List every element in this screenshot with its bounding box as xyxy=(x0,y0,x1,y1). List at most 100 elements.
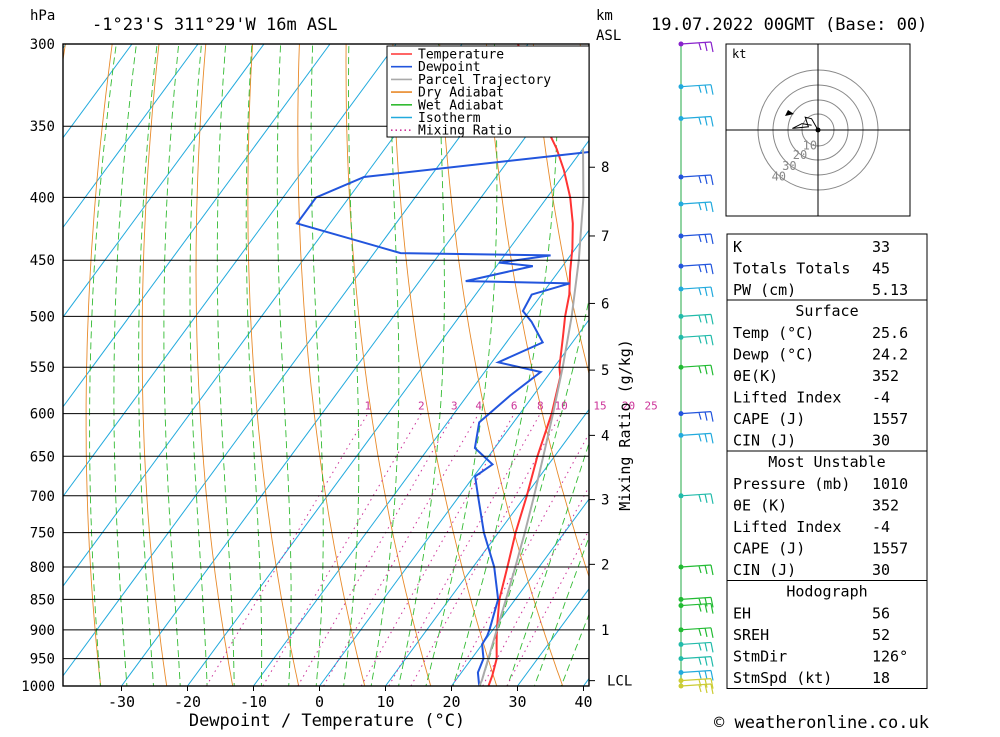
x-tick-label: 30 xyxy=(508,693,526,711)
height-tick-label: 1 xyxy=(601,623,609,639)
x-tick-label: 0 xyxy=(315,693,324,711)
wind-barb xyxy=(681,234,713,244)
wind-barb xyxy=(681,314,713,324)
hodograph-unit-label: kt xyxy=(732,47,746,61)
x-tick-label: -10 xyxy=(240,693,267,711)
pressure-tick-label: 300 xyxy=(30,37,55,53)
hodograph-section-row-value: 52 xyxy=(872,626,890,644)
most-unstable-section-row-value: 1557 xyxy=(872,540,908,558)
wind-barb xyxy=(681,657,713,667)
wind-barb xyxy=(681,287,713,297)
pressure-tick-label: 1000 xyxy=(21,679,55,695)
wind-barb xyxy=(681,335,713,345)
wind-barb xyxy=(681,604,713,614)
mixing-ratio-label: 15 xyxy=(593,400,606,413)
most-unstable-section-row-label: Pressure (mb) xyxy=(733,475,850,493)
surface-section-row-value: 30 xyxy=(872,432,890,450)
datetime-title: 19.07.2022 00GMT (Base: 00) xyxy=(651,15,927,35)
mixing-ratio-label: 10 xyxy=(554,400,567,413)
hodograph-section-row-label: EH xyxy=(733,605,751,623)
x-axis-title: Dewpoint / Temperature (°C) xyxy=(189,711,465,731)
height-tick-label: 8 xyxy=(601,160,609,176)
height-unit-label: km xyxy=(596,8,613,24)
pressure-tick-label: 950 xyxy=(30,652,55,668)
location-title: -1°23'S 311°29'W 16m ASL xyxy=(92,15,338,35)
surface-section-row-value: 352 xyxy=(872,367,899,385)
most-unstable-section-title: Most Unstable xyxy=(768,453,885,471)
surface-section-title: Surface xyxy=(795,302,858,320)
pressure-tick-label: 550 xyxy=(30,360,55,376)
most-unstable-section-row-value: 30 xyxy=(872,561,890,579)
dry-adiabat-line xyxy=(943,7,1000,712)
wind-barb xyxy=(681,202,713,212)
wind-barb xyxy=(681,433,713,443)
surface-section-row-value: 1557 xyxy=(872,410,908,428)
hodograph-origin xyxy=(816,128,821,133)
most-unstable-section-row-label: CAPE (J) xyxy=(733,540,805,558)
surface-section-row-label: Lifted Index xyxy=(733,389,841,407)
hodograph-ring-label: 40 xyxy=(772,169,786,183)
pressure-tick-label: 600 xyxy=(30,407,55,423)
legend-label: Mixing Ratio xyxy=(418,124,512,139)
wind-barb xyxy=(681,85,713,95)
mixing-ratio-label: 4 xyxy=(475,400,482,413)
mixing-ratio-axis-title: Mixing Ratio (g/kg) xyxy=(616,339,634,511)
copyright-label: © weatheronline.co.uk xyxy=(714,713,929,733)
most-unstable-section-row-value: -4 xyxy=(872,518,890,536)
pressure-tick-label: 350 xyxy=(30,119,55,135)
x-tick-label: -20 xyxy=(174,693,201,711)
wind-barb xyxy=(681,365,713,375)
surface-section-row-label: CIN (J) xyxy=(733,432,796,450)
pressure-tick-label: 400 xyxy=(30,190,55,206)
pressure-unit-label: hPa xyxy=(30,8,55,24)
wind-barb xyxy=(681,175,713,185)
x-tick-label: 10 xyxy=(376,693,394,711)
height-unit-asl: ASL xyxy=(596,28,621,44)
hodograph-section-row-label: StmDir xyxy=(733,648,787,666)
surface-section-row-value: -4 xyxy=(872,389,890,407)
wind-barb xyxy=(681,628,713,638)
height-tick-label: 3 xyxy=(601,493,609,509)
mixing-ratio-label: 3 xyxy=(451,400,458,413)
height-tick-label: 2 xyxy=(601,557,609,573)
pressure-tick-label: 850 xyxy=(30,592,55,608)
pressure-tick-label: 650 xyxy=(30,449,55,465)
general-index-label: Totals Totals xyxy=(733,260,850,278)
general-index-value: 5.13 xyxy=(872,281,908,299)
wind-barb xyxy=(681,642,713,652)
wind-barb xyxy=(681,412,713,422)
surface-section-row-value: 25.6 xyxy=(872,324,908,342)
surface-section-row-label: θE(K) xyxy=(733,367,778,385)
hodograph-section-row-value: 56 xyxy=(872,605,890,623)
lcl-label: LCL xyxy=(607,674,632,690)
most-unstable-section-row-value: 352 xyxy=(872,497,899,515)
wind-barb xyxy=(681,565,713,575)
surface-section-row-value: 24.2 xyxy=(872,346,908,364)
x-tick-label: 40 xyxy=(574,693,592,711)
most-unstable-section-row-label: CIN (J) xyxy=(733,561,796,579)
height-tick-label: 5 xyxy=(601,363,609,379)
x-tick-label: -30 xyxy=(108,693,135,711)
mixing-ratio-label: 8 xyxy=(537,400,544,413)
most-unstable-section-row-label: Lifted Index xyxy=(733,518,841,536)
mixing-ratio-label: 2 xyxy=(418,400,425,413)
dry-adiabat-line xyxy=(897,7,1000,712)
wind-barb xyxy=(681,117,713,127)
surface-section-row-label: CAPE (J) xyxy=(733,410,805,428)
mixing-ratio-label: 6 xyxy=(511,400,518,413)
pressure-tick-label: 500 xyxy=(30,309,55,325)
dry-adiabat-line xyxy=(989,7,1000,712)
pressure-tick-label: 700 xyxy=(30,489,55,505)
mixing-ratio-label: 1 xyxy=(364,400,371,413)
most-unstable-section-row-value: 1010 xyxy=(872,475,908,493)
surface-section-row-label: Dewp (°C) xyxy=(733,346,814,364)
height-tick-label: 7 xyxy=(601,229,609,245)
pressure-tick-label: 750 xyxy=(30,526,55,542)
general-index-value: 33 xyxy=(872,238,890,256)
wind-barb xyxy=(681,42,713,52)
wind-barb xyxy=(681,494,713,504)
height-tick-label: 4 xyxy=(601,428,609,444)
general-index-value: 45 xyxy=(872,260,890,278)
